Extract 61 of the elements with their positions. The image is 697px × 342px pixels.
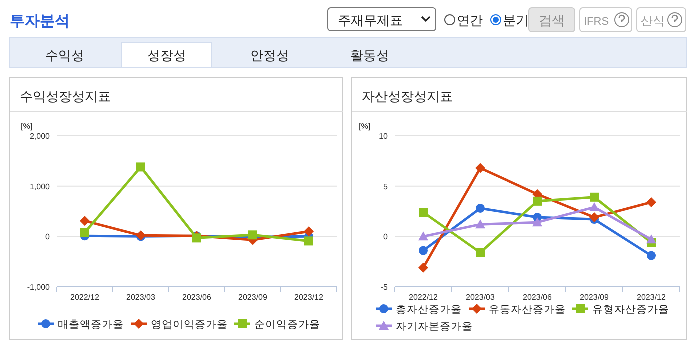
y-tick-label: 0 — [46, 232, 51, 242]
text: 분기 — [503, 13, 529, 28]
point — [80, 228, 90, 238]
point — [646, 234, 656, 244]
legend-label: 순이익증가율 — [254, 319, 320, 331]
point — [476, 248, 485, 258]
point — [136, 162, 146, 172]
y-axis-title: [%] — [21, 122, 33, 131]
point — [533, 196, 542, 206]
x-tick-label: 2023/06 — [182, 293, 212, 302]
text: 성장성 — [148, 48, 186, 63]
point — [418, 232, 428, 241]
point — [418, 262, 428, 273]
point — [647, 251, 656, 260]
point — [532, 218, 542, 227]
point — [80, 216, 90, 226]
y-tick-label: 2,000 — [30, 132, 51, 141]
legend-label: 유동자산증가율 — [489, 304, 566, 316]
x-tick-label: 2023/06 — [523, 293, 553, 302]
x-tick-label: 2022/12 — [70, 293, 100, 302]
chart-title: 자산성장성지표 — [362, 89, 453, 104]
y-axis-title: [%] — [359, 122, 371, 131]
legend-label: 자기자본증가율 — [396, 321, 473, 333]
x-tick-label: 2023/09 — [238, 293, 268, 302]
point — [419, 208, 428, 218]
x-tick-label: 2023/03 — [126, 293, 156, 302]
point — [476, 220, 486, 229]
y-tick-label: 5 — [384, 182, 389, 192]
x-tick-label: 2023/03 — [466, 293, 496, 302]
x-tick-label: 2023/09 — [580, 293, 610, 302]
point — [590, 212, 600, 223]
y-tick-label: 1,000 — [30, 182, 51, 192]
text: IFRS — [584, 16, 610, 28]
point — [304, 226, 314, 237]
point — [419, 246, 428, 256]
legend-label: 매출액증가율 — [58, 319, 124, 331]
x-tick-label: 2022/12 — [409, 293, 439, 302]
legend-label: 총자산증가율 — [396, 304, 462, 316]
text: 활동성 — [350, 48, 390, 63]
text: 연간 — [457, 13, 483, 28]
text: 검색 — [539, 13, 565, 28]
legend-label: 유형자산증가율 — [592, 304, 670, 316]
text: 주재무제표 — [338, 13, 403, 28]
y-tick-label: -5 — [380, 283, 389, 292]
y-tick-label: 10 — [379, 132, 389, 141]
text: 투자분석 — [10, 13, 70, 30]
point — [590, 202, 600, 212]
x-tick-label: 2023/12 — [637, 293, 667, 302]
point — [646, 197, 656, 208]
point — [476, 163, 486, 174]
point — [304, 236, 314, 246]
point — [590, 192, 599, 202]
chart-title: 수익성장성지표 — [20, 89, 111, 104]
y-tick-label: -1,000 — [27, 283, 51, 292]
text: 안정성 — [250, 48, 290, 63]
y-tick-label: 0 — [384, 232, 389, 242]
point — [476, 204, 485, 213]
text: 산식 — [641, 14, 665, 28]
legend-label: 영업이익증가율 — [151, 319, 228, 331]
text: 수익성 — [46, 48, 84, 63]
x-tick-label: 2023/12 — [294, 293, 324, 302]
